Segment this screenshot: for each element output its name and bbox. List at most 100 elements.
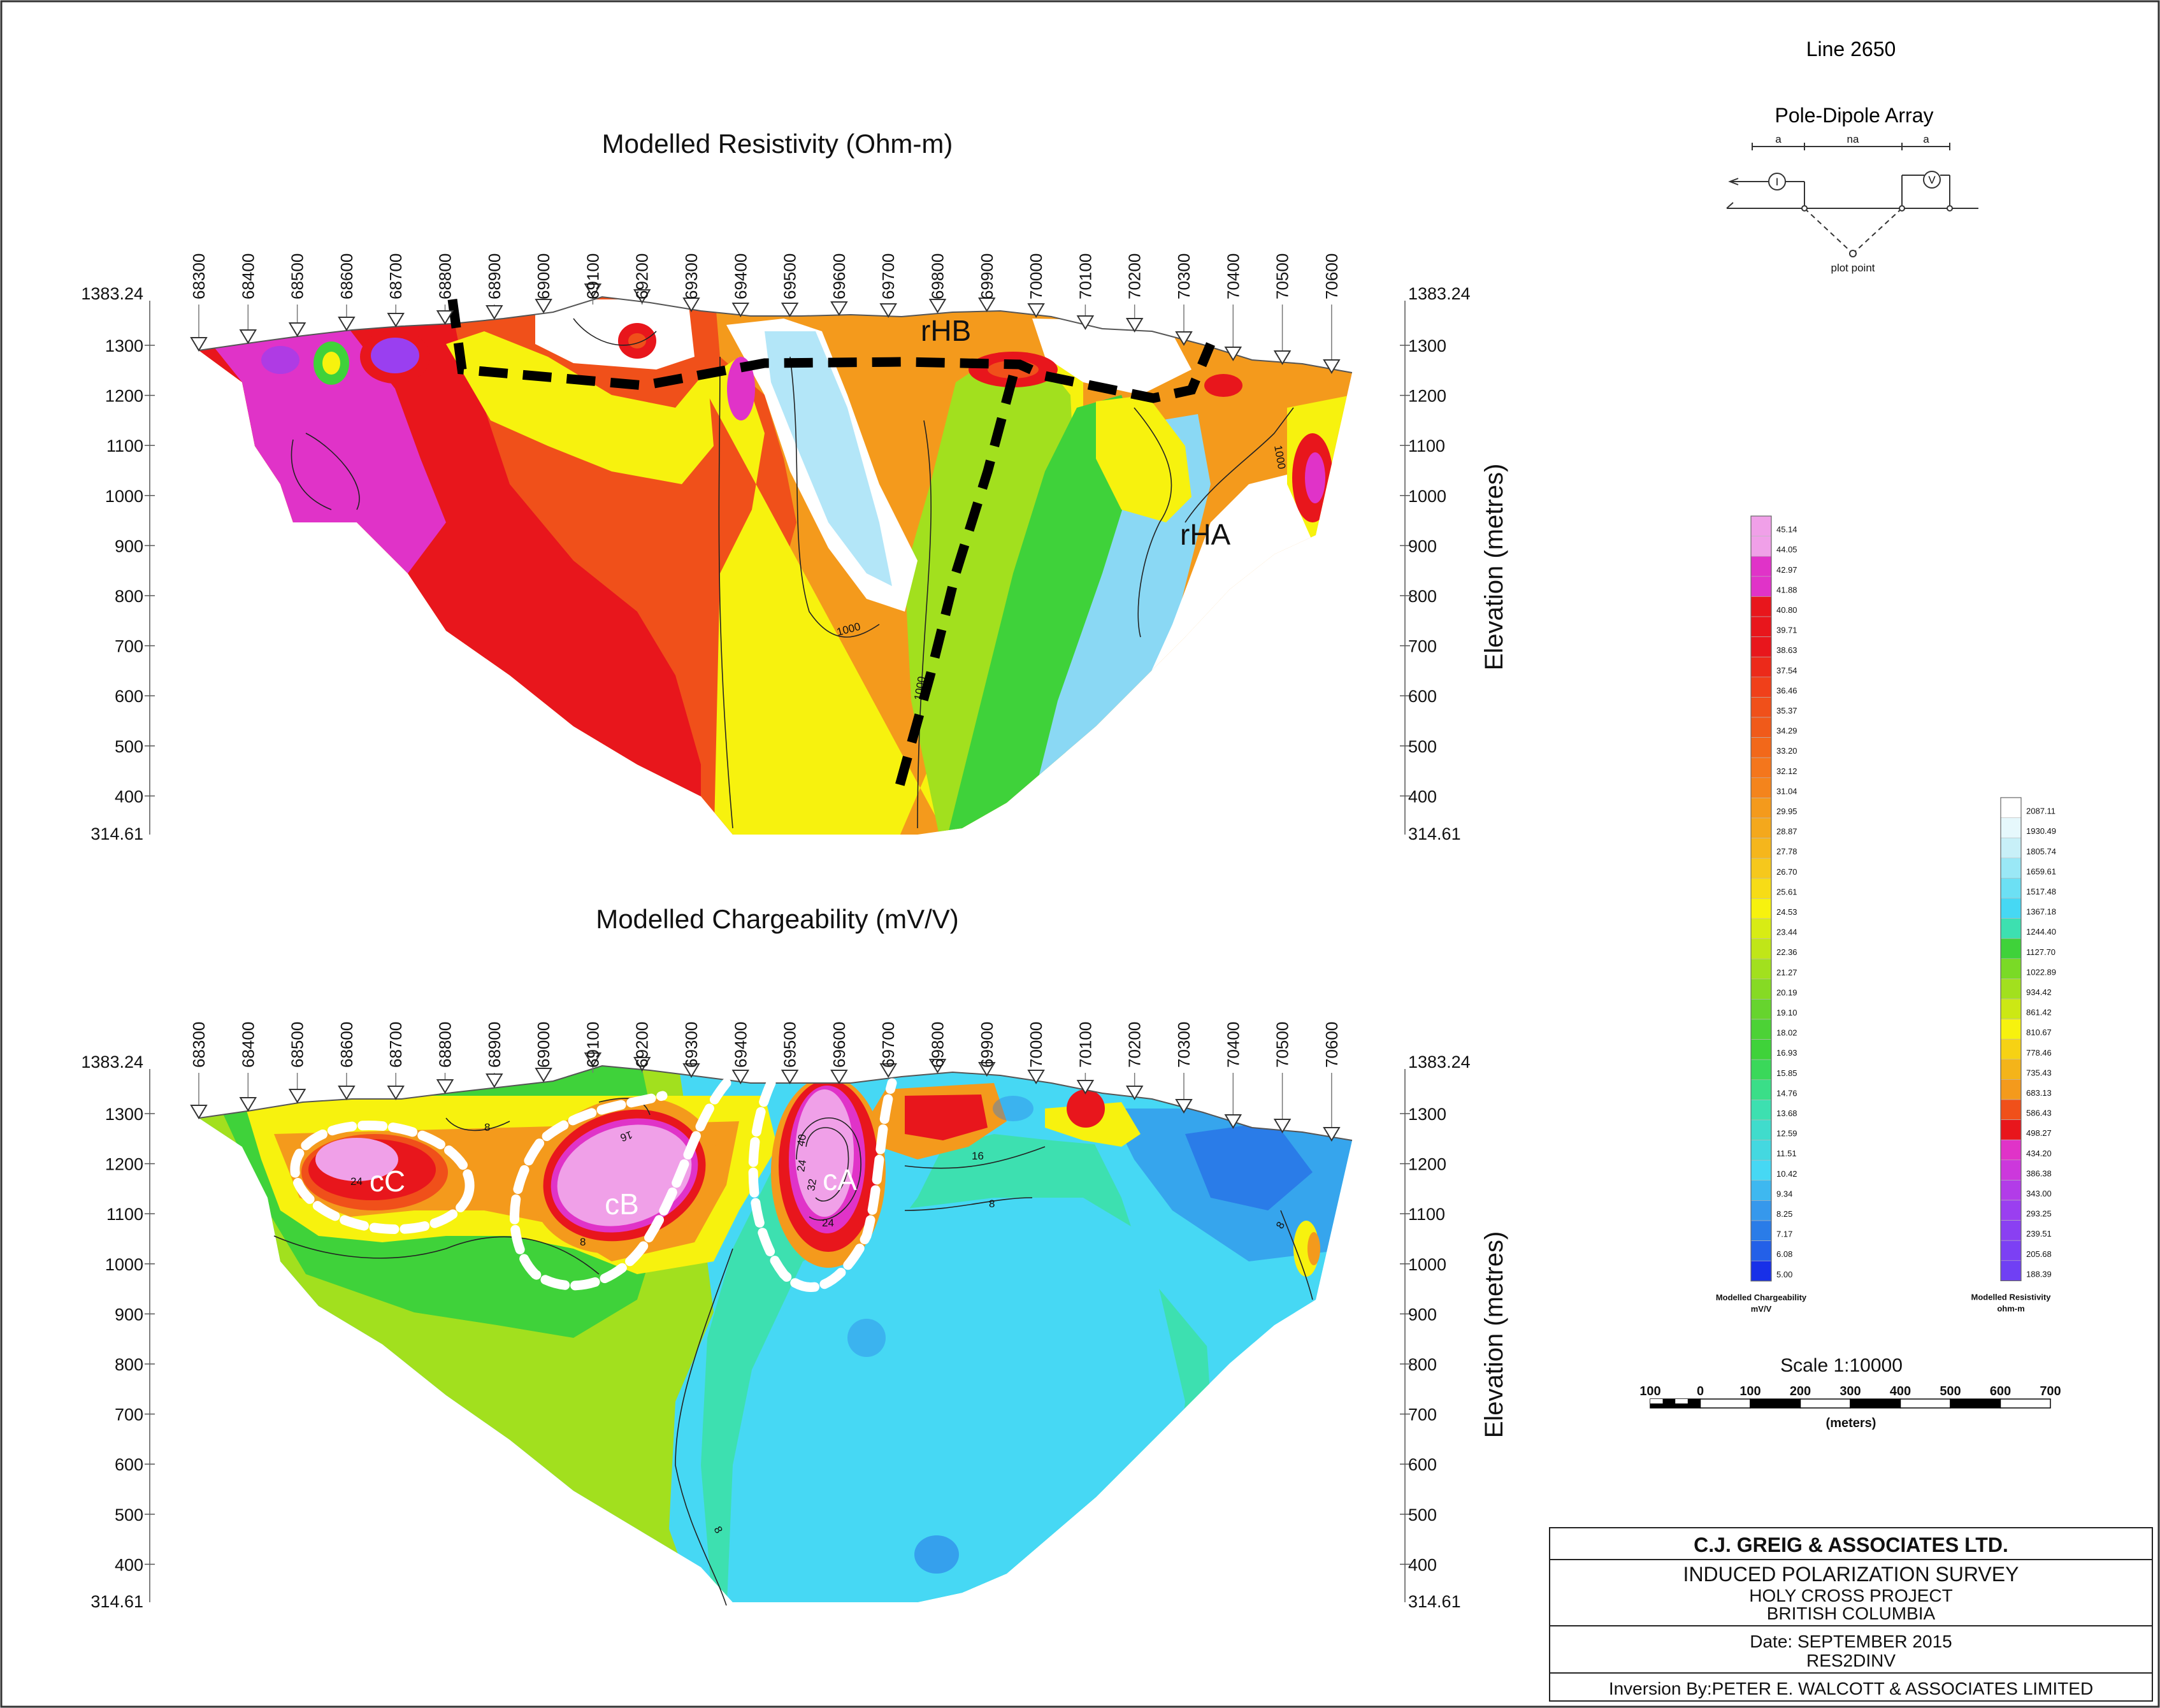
legend-swatch bbox=[1750, 1240, 1772, 1261]
chargeability-contour-label: 24 bbox=[795, 1159, 809, 1173]
legend-value: 1367.18 bbox=[2026, 907, 2056, 917]
station-marker-icon bbox=[1175, 1099, 1193, 1114]
station-label: 69600 bbox=[830, 254, 849, 299]
legend-value: 33.20 bbox=[1776, 746, 1797, 756]
station-marker-icon bbox=[830, 1070, 848, 1084]
legend-swatch bbox=[1750, 1220, 1772, 1241]
legend-swatch bbox=[1750, 918, 1772, 939]
station-marker-icon bbox=[239, 329, 257, 344]
elevation-tick-label: 400 bbox=[115, 1555, 143, 1574]
legend-swatch bbox=[2000, 1180, 2022, 1201]
station-label: 68600 bbox=[337, 254, 356, 299]
station-label: 69600 bbox=[830, 1022, 849, 1068]
electrode-node bbox=[1801, 205, 1808, 212]
legend-swatch bbox=[1750, 999, 1772, 1020]
station-marker-icon bbox=[928, 299, 947, 313]
station-marker-icon bbox=[486, 305, 503, 320]
scale-label: 500 bbox=[1940, 1384, 1961, 1398]
legend-swatch bbox=[2000, 878, 2022, 899]
array-title: Pole-Dipole Array bbox=[1775, 104, 1934, 127]
station-marker-icon bbox=[535, 1068, 552, 1082]
legend-value: 498.27 bbox=[2026, 1128, 2052, 1138]
station-label: 70000 bbox=[1026, 1022, 1046, 1068]
elevation-tick-label: 1100 bbox=[1408, 1205, 1445, 1224]
legend-swatch bbox=[1750, 1159, 1772, 1181]
scale-segment bbox=[1750, 1398, 1801, 1409]
station-marker-icon bbox=[978, 1062, 996, 1077]
station-label: 69500 bbox=[781, 1022, 800, 1068]
project-location: BRITISH COLUMBIA bbox=[1767, 1604, 1936, 1623]
legend-value: 26.70 bbox=[1776, 867, 1797, 877]
legend-value: 14.76 bbox=[1776, 1088, 1797, 1098]
legend-swatch bbox=[2000, 958, 2022, 979]
elevation-tick-label: 1300 bbox=[1408, 336, 1446, 355]
station-marker-icon bbox=[387, 1086, 405, 1100]
station-label: 69700 bbox=[879, 254, 898, 299]
scale-label: 0 bbox=[1697, 1384, 1704, 1398]
legend-value: 1930.49 bbox=[2026, 826, 2056, 836]
legend-value: 27.78 bbox=[1776, 847, 1797, 856]
chargeability-contour-label: 8 bbox=[989, 1198, 995, 1210]
station-marker-icon bbox=[1323, 359, 1341, 374]
legend-swatch bbox=[1750, 556, 1772, 577]
legend-value: 810.67 bbox=[2026, 1028, 2052, 1037]
legend-swatch bbox=[2000, 938, 2022, 959]
legend-value: 31.04 bbox=[1776, 786, 1797, 796]
station-label: 69100 bbox=[583, 254, 602, 299]
station-marker-icon bbox=[535, 299, 552, 313]
chargeability-contour-label: 40 bbox=[795, 1133, 809, 1147]
legend-swatch bbox=[2000, 1220, 2022, 1241]
elevation-tick-label: 1300 bbox=[105, 336, 143, 355]
chargeability-panel: Modelled Chargeability (mV/V) bbox=[198, 904, 1353, 1606]
station-marker-icon bbox=[731, 1070, 750, 1084]
anomaly-label-rHA: rHA bbox=[1180, 518, 1231, 551]
legend-swatch bbox=[1750, 515, 1772, 536]
legend-swatch bbox=[1750, 777, 1772, 798]
legend-value: 10.42 bbox=[1776, 1169, 1797, 1179]
chargeability-contour-label: 8 bbox=[580, 1236, 586, 1248]
station-label: 69200 bbox=[633, 254, 652, 299]
legend-value: 239.51 bbox=[2026, 1229, 2052, 1238]
legend-value: 15.85 bbox=[1776, 1068, 1797, 1078]
scale-label: 600 bbox=[1990, 1384, 2011, 1398]
station-label: 70000 bbox=[1026, 254, 1046, 299]
legend-caption: Modelled Resistivity bbox=[1971, 1292, 2052, 1302]
generated-axes: 68300 68400 68500 68600 68700 68800 68900 69000… bbox=[81, 254, 2061, 1611]
elevation-tick-label: 500 bbox=[115, 1505, 143, 1525]
legend-swatch bbox=[2000, 1119, 2022, 1140]
elevation-tick-label: 400 bbox=[1408, 787, 1437, 806]
legend-swatch bbox=[2000, 837, 2022, 859]
legend-value: 19.10 bbox=[1776, 1008, 1797, 1017]
station-label: 70300 bbox=[1174, 1022, 1193, 1068]
electrode-node bbox=[1899, 205, 1905, 212]
elevation-tick-label: 900 bbox=[115, 1305, 143, 1324]
legend-swatch bbox=[1750, 596, 1772, 617]
station-marker-icon bbox=[633, 1057, 651, 1072]
scale-label: 100 bbox=[1639, 1384, 1660, 1398]
resistivity-interpreted-boundary bbox=[447, 298, 1215, 792]
station-label: 69300 bbox=[682, 1022, 701, 1068]
legend-swatch bbox=[2000, 1200, 2022, 1221]
legend-swatch bbox=[1750, 858, 1772, 879]
legend-value: 24.53 bbox=[1776, 907, 1797, 917]
legend-value: 12.59 bbox=[1776, 1129, 1797, 1138]
legend-swatch bbox=[1750, 656, 1772, 678]
station-marker-icon bbox=[338, 1086, 356, 1100]
legend-swatch bbox=[2000, 1079, 2022, 1100]
station-label: 69100 bbox=[583, 1022, 602, 1068]
legend-swatch bbox=[1750, 1039, 1772, 1060]
legend-swatch bbox=[1750, 798, 1772, 819]
station-marker-icon bbox=[190, 337, 208, 352]
resistivity-topography-line bbox=[198, 296, 1353, 373]
station-marker-icon bbox=[1125, 1086, 1144, 1100]
station-label: 68700 bbox=[386, 1022, 405, 1068]
legend-swatch bbox=[1750, 838, 1772, 859]
elevation-tick-label: 900 bbox=[1408, 536, 1437, 556]
anomaly-label-rHB: rHB bbox=[921, 314, 971, 347]
company-name: C.J. GREIG & ASSOCIATES LTD. bbox=[1694, 1533, 2008, 1556]
potential-electrode-label: V bbox=[1928, 174, 1936, 186]
station-marker-icon bbox=[190, 1105, 208, 1119]
legend-swatch bbox=[1750, 697, 1772, 718]
legend-swatch bbox=[2000, 1260, 2022, 1281]
